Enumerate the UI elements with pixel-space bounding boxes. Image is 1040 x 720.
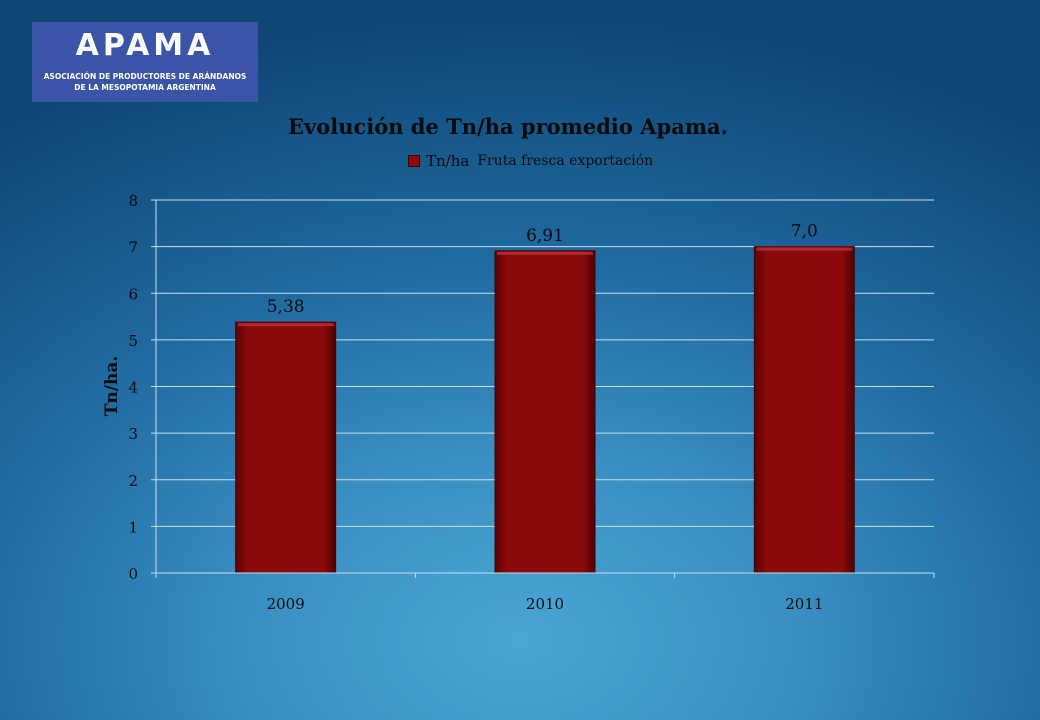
data-label: 6,91 <box>526 226 564 246</box>
y-tick-label: 1 <box>128 518 138 536</box>
bar-highlight <box>237 323 334 327</box>
logo-wordmark: APAMA <box>75 28 215 63</box>
bar-2010 <box>494 250 596 574</box>
legend-swatch <box>408 155 420 167</box>
data-label: 5,38 <box>267 297 305 317</box>
y-tick-label: 7 <box>128 239 138 257</box>
chart-title: Evolución de Tn/ha promedio Apama. <box>288 114 728 139</box>
logo-tagline-2: DE LA MESOPOTAMIA ARGENTINA <box>74 83 216 92</box>
legend: Tn/ha Fruta fresca exportación <box>408 150 653 172</box>
bar-2009 <box>235 321 337 574</box>
y-tick-label: 2 <box>128 472 138 490</box>
y-tick-label: 6 <box>128 285 138 303</box>
legend-series-label: Tn/ha <box>426 152 470 170</box>
apama-logo: APAMA ASOCIACIÓN DE PRODUCTORES DE ARÁND… <box>32 22 258 102</box>
y-tick-label: 0 <box>128 565 138 583</box>
bar-2011 <box>753 246 855 574</box>
bar-highlight <box>756 247 853 251</box>
y-tick-label: 4 <box>128 379 138 397</box>
y-tick-label: 5 <box>128 332 138 350</box>
y-tick-label: 3 <box>128 425 138 443</box>
y-axis-title: Tn/ha. <box>102 356 122 417</box>
bar-highlight <box>497 251 593 255</box>
x-tick-label: 2009 <box>267 595 305 613</box>
y-tick-label: 8 <box>128 192 138 210</box>
legend-note: Fruta fresca exportación <box>477 153 654 169</box>
x-tick-label: 2011 <box>785 595 823 613</box>
data-label: 7,0 <box>791 222 818 242</box>
x-tick-label: 2010 <box>526 595 564 613</box>
logo-tagline-1: ASOCIACIÓN DE PRODUCTORES DE ARÁNDANOS <box>43 72 247 81</box>
